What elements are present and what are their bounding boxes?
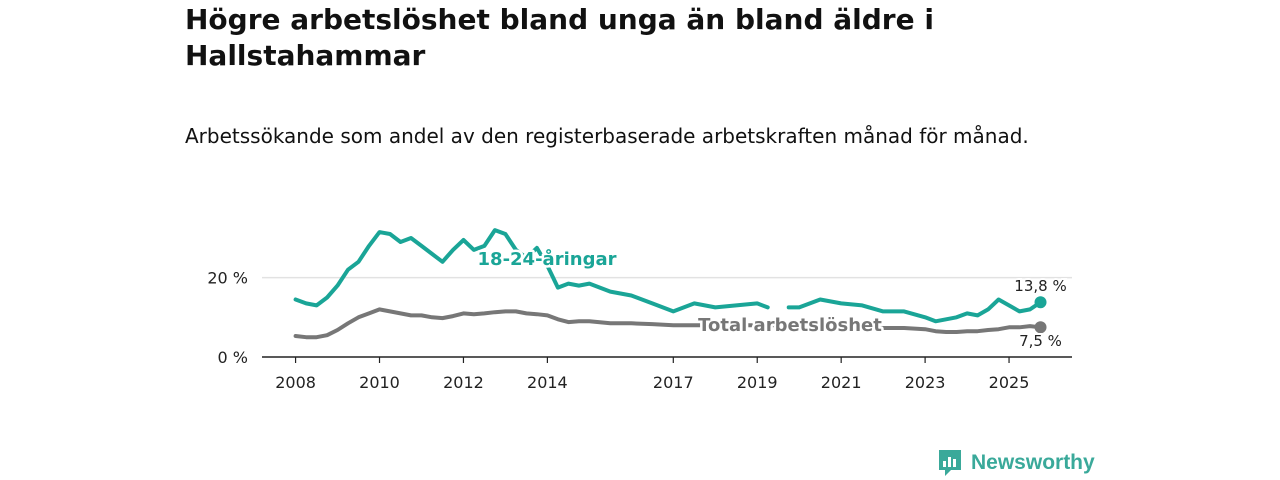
line-chart: 0 % 20 % 2008 2010 2012 2014 2017 2019 2021 2023 2… bbox=[207, 228, 1072, 392]
series-label-total: Total arbetslöshet bbox=[698, 315, 882, 336]
y-tick-label: 0 % bbox=[218, 348, 248, 367]
end-value-label-total: 7,5 % bbox=[1019, 332, 1062, 350]
series-end-point-2 bbox=[1034, 321, 1047, 334]
brand-name: Newsworthy bbox=[971, 451, 1095, 474]
chart-title: Högre arbetslöshet bland unga än bland ä… bbox=[185, 3, 934, 72]
newsworthy-logo-icon bbox=[939, 450, 961, 476]
brand-logo[interactable]: Newsworthy bbox=[937, 448, 1095, 478]
x-tick-label: 2010 bbox=[359, 373, 400, 392]
y-tick-label: 20 % bbox=[207, 269, 248, 288]
series-line-1 bbox=[293, 228, 1043, 324]
x-tick-label: 2025 bbox=[989, 373, 1030, 392]
x-tick-label: 2021 bbox=[821, 373, 862, 392]
x-tick-label: 2012 bbox=[443, 373, 484, 392]
series-line-2 bbox=[293, 307, 1043, 340]
x-tick-label: 2008 bbox=[275, 373, 316, 392]
series-label-youth: 18-24-åringar bbox=[478, 248, 617, 270]
x-tick-label: 2023 bbox=[905, 373, 946, 392]
x-tick-label: 2014 bbox=[527, 373, 568, 392]
x-tick-label: 2017 bbox=[653, 373, 694, 392]
x-tick-label: 2019 bbox=[737, 373, 778, 392]
chart-subtitle: Arbetssökande som andel av den registerb… bbox=[185, 124, 1029, 148]
series-end-point-1 bbox=[1034, 296, 1047, 309]
end-value-label-youth: 13,8 % bbox=[1014, 277, 1066, 295]
